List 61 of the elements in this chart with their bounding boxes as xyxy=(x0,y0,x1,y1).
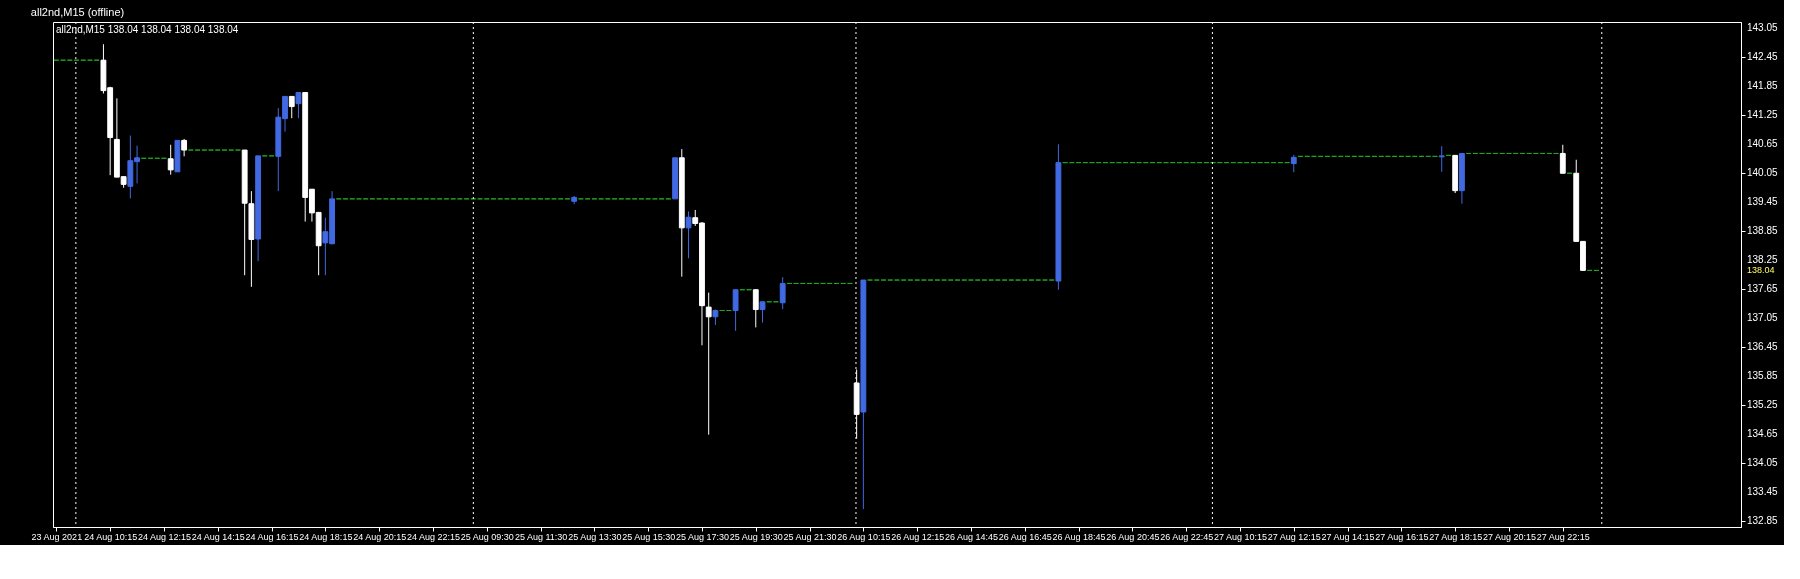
x-tick-label: 25 Aug 13:30 xyxy=(568,531,622,542)
y-tick-label: 137.05 xyxy=(1747,312,1779,324)
x-tick-label: 25 Aug 19:30 xyxy=(729,531,783,542)
x-tick-label: 26 Aug 20:45 xyxy=(1106,531,1160,542)
y-tick-label: 133.45 xyxy=(1747,486,1779,498)
x-tick-label: 27 Aug 22:15 xyxy=(1536,531,1590,542)
x-tick-label: 25 Aug 17:30 xyxy=(675,531,729,542)
x-tick-label: 26 Aug 22:45 xyxy=(1160,531,1214,542)
x-tick-label: 27 Aug 12:15 xyxy=(1267,531,1321,542)
candlestick xyxy=(295,92,302,119)
y-tick-label: 139.45 xyxy=(1747,196,1779,208)
x-tick-label: 24 Aug 20:15 xyxy=(353,531,407,542)
x-tick-label: 26 Aug 16:45 xyxy=(998,531,1052,542)
candlestick xyxy=(705,292,712,436)
candlestick xyxy=(685,210,692,259)
y-tick-label: 138.85 xyxy=(1747,225,1779,237)
annotation: all2nd,M15 138.04 138.04 138.04 138.04 xyxy=(56,24,239,35)
x-tick-label: 27 Aug 10:15 xyxy=(1213,531,1268,542)
y-tick-label: 142.45 xyxy=(1747,51,1779,63)
x-tick-label: 25 Aug 11:30 xyxy=(514,531,568,542)
x-tick-label: 24 Aug 10:15 xyxy=(84,531,138,542)
x-tick-label: 27 Aug 16:15 xyxy=(1375,531,1429,542)
y-tick-label: 140.05 xyxy=(1747,167,1779,179)
candlestick xyxy=(1438,145,1445,173)
x-tick-label: 23 Aug 2021 xyxy=(31,531,83,542)
y-tick-label: 132.85 xyxy=(1747,515,1779,527)
candlestick xyxy=(1559,144,1566,174)
y-tick-label: 138.25 xyxy=(1747,254,1779,266)
text: 138.04 xyxy=(1747,265,1775,276)
y-tick-label: 141.25 xyxy=(1747,109,1779,121)
y-tick-label: 143.05 xyxy=(1747,22,1779,34)
y-tick-label: 135.85 xyxy=(1747,370,1779,382)
x-tick-label: 24 Aug 12:15 xyxy=(137,531,191,542)
x-tick-label: 25 Aug 21:30 xyxy=(783,531,837,542)
candlestick xyxy=(167,144,174,176)
y-tick-label: 135.25 xyxy=(1747,399,1779,411)
x-tick-label: 26 Aug 12:15 xyxy=(891,531,945,542)
x-tick-label: 24 Aug 18:15 xyxy=(299,531,353,542)
candlestick xyxy=(759,301,766,324)
x-tick-label: 25 Aug 15:30 xyxy=(622,531,676,542)
x-tick-label: 26 Aug 10:15 xyxy=(837,531,891,542)
candlestick xyxy=(752,289,759,328)
candlestick xyxy=(779,276,786,310)
x-tick-label: 27 Aug 20:15 xyxy=(1482,531,1537,542)
x-tick-label: 24 Aug 16:15 xyxy=(245,531,299,542)
x-tick-label: 24 Aug 14:15 xyxy=(191,531,245,542)
x-tick-label: 24 Aug 22:15 xyxy=(406,531,460,542)
x-tick-label: 25 Aug 09:30 xyxy=(460,531,514,542)
x-tick-label: 26 Aug 14:45 xyxy=(944,531,999,542)
y-tick-label: 141.85 xyxy=(1747,80,1779,92)
y-tick-label: 136.45 xyxy=(1747,341,1779,353)
y-tick-label: 134.05 xyxy=(1747,457,1779,469)
x-tick-label: 27 Aug 14:15 xyxy=(1321,531,1375,542)
candlestick xyxy=(288,95,295,119)
y-tick-label: 134.65 xyxy=(1747,428,1779,440)
candlestick xyxy=(732,289,739,332)
x-tick-label: 26 Aug 18:45 xyxy=(1052,531,1106,542)
x-tick-label: 27 Aug 18:15 xyxy=(1429,531,1483,542)
y-tick-label: 140.65 xyxy=(1747,138,1779,150)
y-tick-label: 137.65 xyxy=(1747,283,1779,295)
chart-title: all2nd,M15 (offline) xyxy=(30,5,125,18)
